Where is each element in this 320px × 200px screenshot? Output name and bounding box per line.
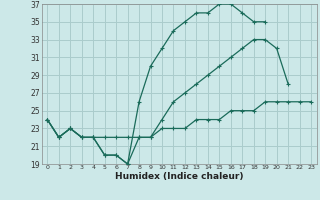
X-axis label: Humidex (Indice chaleur): Humidex (Indice chaleur) [115, 172, 244, 181]
